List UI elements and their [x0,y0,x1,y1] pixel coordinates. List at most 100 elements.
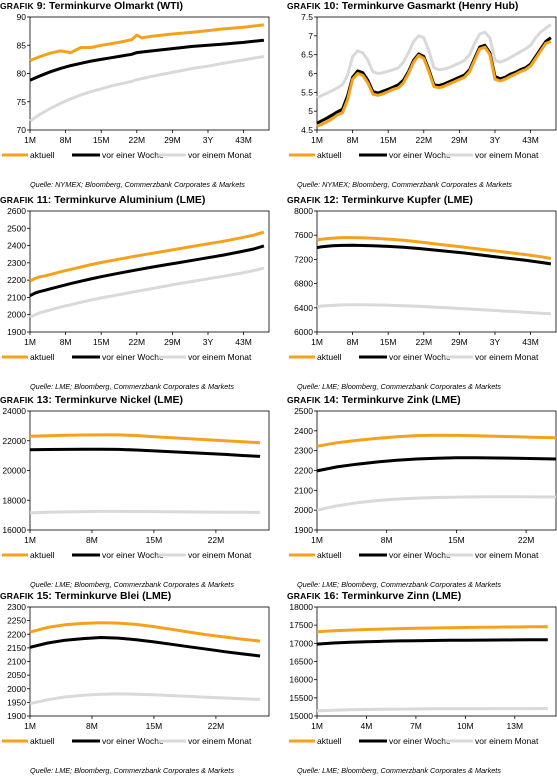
legend-label: aktuell [317,352,342,362]
x-tick-label: 7M [410,721,422,731]
x-tick-label: 1M [311,135,323,145]
x-tick-label: 3Y [203,337,214,347]
y-tick-label: 2050 [7,670,26,680]
legend-label: vor einem Monat [188,736,252,746]
x-tick-label: 15M [146,721,163,731]
x-tick-label: 3Y [203,135,214,145]
legend-label: vor einer Woche [102,150,164,160]
y-tick-label: 7 [308,31,313,41]
legend-label: vor einer Woche [389,550,451,560]
y-tick-label: 22000 [2,436,26,446]
x-tick-label: 15M [93,135,110,145]
chart-source: Quelle: LME; Bloomberg, Commerzbank Corp… [297,382,501,391]
x-tick-label: 22M [129,135,146,145]
y-tick-label: 6 [308,69,313,79]
y-tick-label: 70 [17,125,27,135]
chart-title: GRAFIK 15: Terminkurve Blei (LME) [0,590,172,602]
y-tick-label: 80 [17,69,27,79]
legend-label: aktuell [317,550,342,560]
x-tick-label: 1M [24,535,36,545]
y-tick-label: 2400 [294,426,313,436]
series-line-2 [316,23,552,100]
series-line-1 [29,38,265,82]
x-tick-label: 1M [311,721,323,731]
y-tick-label: 85 [17,40,27,50]
y-tick-label: 4.5 [301,125,313,135]
chart-title: GRAFIK 12: Terminkurve Kupfer (LME) [287,194,473,206]
x-tick-label: 22M [129,337,146,347]
chart-source: Quelle: LME; Bloomberg, Commerzbank Corp… [30,580,234,589]
x-tick-label: 8M [86,535,98,545]
series-line-2 [29,509,261,515]
series-line-0 [29,621,261,643]
y-tick-label: 2200 [7,275,26,285]
series-line-1 [29,447,261,458]
y-tick-label: 2250 [7,616,26,626]
legend-label: vor einem Monat [188,550,252,560]
x-tick-label: 1M [24,135,36,145]
series-line-2 [316,303,551,316]
x-tick-label: 15M [448,535,465,545]
x-tick-label: 15M [380,135,397,145]
series-line-2 [29,266,265,319]
y-tick-label: 17000 [289,638,313,648]
y-tick-label: 18000 [289,602,313,612]
x-tick-label: 8M [347,135,359,145]
series-line-0 [316,433,557,448]
legend-label: aktuell [30,550,55,560]
y-tick-label: 17500 [289,620,313,630]
chart-title: GRAFIK 11: Terminkurve Aluminium (LME) [0,194,206,206]
y-tick-label: 24000 [2,406,26,416]
line-chart: 1900 2000 2100 2200 2300 2400 2500 2600 1M 8M 15M 2… [2,206,270,362]
plot-frame [316,410,557,531]
legend-label: aktuell [30,150,55,160]
chart-title: GRAFIK 9: Terminkurve Olmarkt (WTI) [0,0,183,12]
legend-label: vor einer Woche [389,150,451,160]
chart-title: GRAFIK 14: Terminkurve Zink (LME) [287,394,461,406]
x-tick-label: 10M [457,721,474,731]
chart-panel: GRAFIK 12: Terminkurve Kupfer (LME) 6000 6… [287,194,557,394]
chart-title: GRAFIK 16: Terminkurve Zinn (LME) [287,590,462,602]
x-tick-label: 29M [451,135,468,145]
y-tick-label: 7.5 [301,12,313,22]
legend-label: aktuell [30,352,55,362]
series-line-0 [29,433,261,445]
x-tick-label: 3Y [490,135,501,145]
y-tick-label: 15000 [289,711,313,721]
chart-panel: GRAFIK 15: Terminkurve Blei (LME) 1900 195… [0,590,270,778]
y-tick-label: 15500 [289,693,313,703]
line-chart: 15000 15500 16000 16500 17000 17500 18000 1M 4M 7… [289,602,557,746]
y-tick-label: 7200 [294,254,313,264]
line-chart: 1900 2000 2100 2200 2300 2400 2500 1M 8M 15M 22M ak… [289,406,557,560]
series-line-0 [29,23,265,62]
chart-source: Quelle: NYMEX; Bloomberg, Commerzbank Co… [297,180,512,189]
x-tick-label: 4M [361,721,373,731]
x-tick-label: 1M [24,337,36,347]
x-tick-label: 1M [311,535,323,545]
y-tick-label: 2000 [7,684,26,694]
y-tick-label: 16000 [2,525,26,535]
legend-label: vor einem Monat [475,352,539,362]
plot-frame [316,210,557,333]
x-tick-label: 8M [86,721,98,731]
line-chart: 6000 6400 6800 7200 7600 8000 1M 8M 15M 22M 29M 3Y 4… [289,206,557,362]
x-tick-label: 15M [93,337,110,347]
x-tick-label: 13M [507,721,524,731]
series-line-1 [316,638,548,646]
y-tick-label: 18000 [2,495,26,505]
chart-panel: GRAFIK 9: Terminkurve Olmarkt (WTI) 70 75 8… [0,0,270,192]
line-chart: 4.5 5 5.5 6 6.5 7 7.5 1M 8M 15M 22M 29M 3Y 43M aktuell… [289,12,557,160]
series-line-2 [316,707,548,713]
chart-title: GRAFIK 10: Terminkurve Gasmarkt (Henry H… [287,0,519,12]
x-tick-label: 8M [381,535,393,545]
plot-frame [29,210,270,333]
x-tick-label: 1M [311,337,323,347]
series-line-0 [316,40,552,128]
y-tick-label: 5.5 [301,87,313,97]
y-tick-label: 1900 [7,327,26,337]
legend-label: vor einem Monat [475,550,539,560]
line-chart: 16000 18000 20000 22000 24000 1M 8M 15M 22M aktue… [2,406,270,560]
series-line-0 [29,230,265,283]
y-tick-label: 8000 [294,206,313,216]
y-tick-label: 16000 [289,675,313,685]
